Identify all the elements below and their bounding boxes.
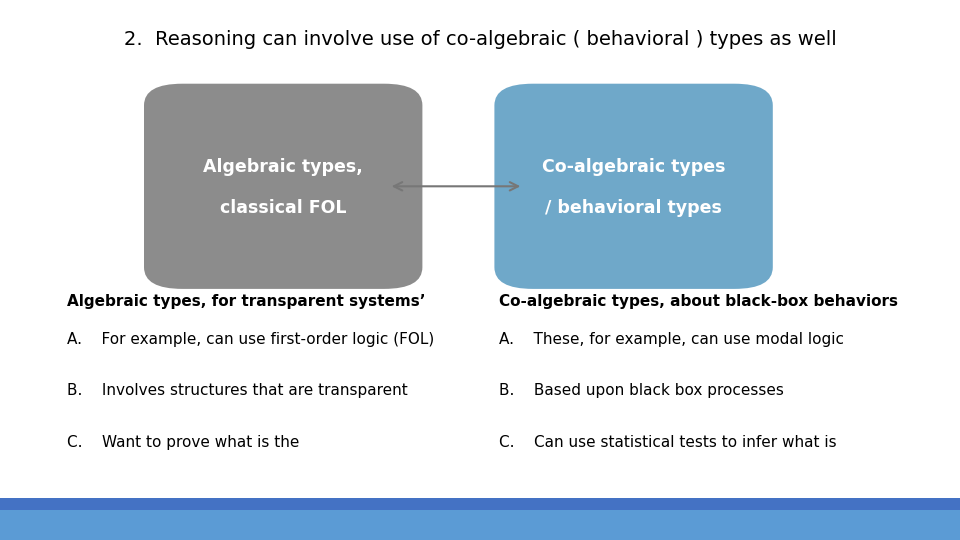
Text: Algebraic types, for transparent systems’: Algebraic types, for transparent systems…	[67, 294, 425, 309]
FancyBboxPatch shape	[494, 84, 773, 289]
Bar	[0, 510, 960, 540]
Text: B.    Based upon black box processes: B. Based upon black box processes	[499, 383, 784, 399]
Text: Co-algebraic types, about black-box behaviors: Co-algebraic types, about black-box beha…	[499, 294, 899, 309]
FancyBboxPatch shape	[144, 84, 422, 289]
Text: Co-algebraic types: Co-algebraic types	[541, 158, 726, 177]
Text: / behavioral types: / behavioral types	[545, 199, 722, 217]
Text: A.    For example, can use first-order logic (FOL): A. For example, can use first-order logi…	[67, 332, 435, 347]
Text: Algebraic types,: Algebraic types,	[204, 158, 363, 177]
Text: classical FOL: classical FOL	[220, 199, 347, 217]
Text: C.    Want to prove what is the: C. Want to prove what is the	[67, 435, 304, 450]
Text: C.    Can use statistical tests to infer what is: C. Can use statistical tests to infer wh…	[499, 435, 842, 450]
Text: A.    These, for example, can use modal logic: A. These, for example, can use modal log…	[499, 332, 844, 347]
Bar	[0, 498, 960, 510]
Text: B.    Involves structures that are transparent: B. Involves structures that are transpar…	[67, 383, 408, 399]
Text: 2.  Reasoning can involve use of co-algebraic ( behavioral ) types as well: 2. Reasoning can involve use of co-algeb…	[124, 30, 836, 49]
